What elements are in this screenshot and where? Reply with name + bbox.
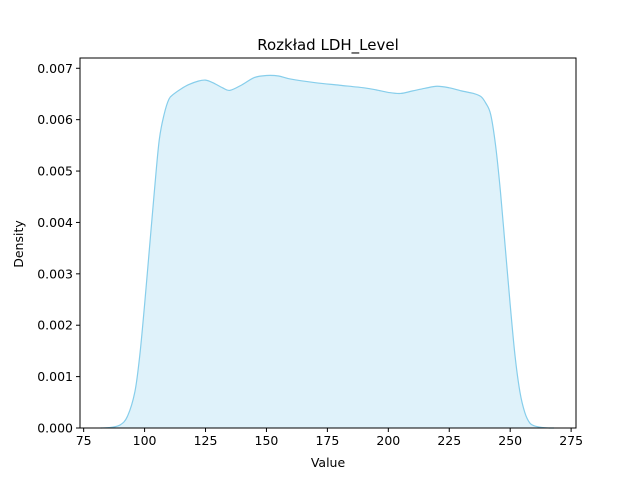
y-tick-label: 0.003 (37, 266, 73, 281)
y-axis-label: Density (11, 220, 26, 268)
axes-frame (79, 57, 577, 429)
x-tick-label: 75 (76, 433, 92, 448)
y-tick-label: 0.000 (37, 421, 73, 436)
y-tick-label: 0.001 (37, 369, 73, 384)
y-tick-label: 0.007 (37, 61, 73, 76)
density-line (100, 74, 555, 429)
chart-title: Rozkład LDH_Level (257, 36, 399, 55)
x-axis-ticks: 75 100 125 150 175 200 225 250 275 (76, 428, 583, 448)
density-area (100, 75, 555, 429)
y-tick-label: 0.002 (37, 318, 73, 333)
y-axis-ticks: 0.000 0.001 0.002 0.003 0.004 0.005 0.006 0.007 (37, 61, 80, 436)
x-tick-label: 250 (498, 433, 522, 448)
x-tick-label: 225 (437, 433, 461, 448)
x-tick-label: 275 (559, 433, 583, 448)
x-tick-label: 150 (255, 433, 279, 448)
x-axis-label: Value (311, 455, 346, 470)
y-tick-label: 0.005 (37, 164, 73, 179)
x-tick-label: 200 (376, 433, 400, 448)
x-tick-label: 175 (315, 433, 339, 448)
plot-area (100, 74, 555, 429)
x-tick-label: 100 (133, 433, 157, 448)
y-tick-label: 0.004 (37, 215, 73, 230)
y-tick-label: 0.006 (37, 112, 73, 127)
x-tick-label: 125 (194, 433, 218, 448)
